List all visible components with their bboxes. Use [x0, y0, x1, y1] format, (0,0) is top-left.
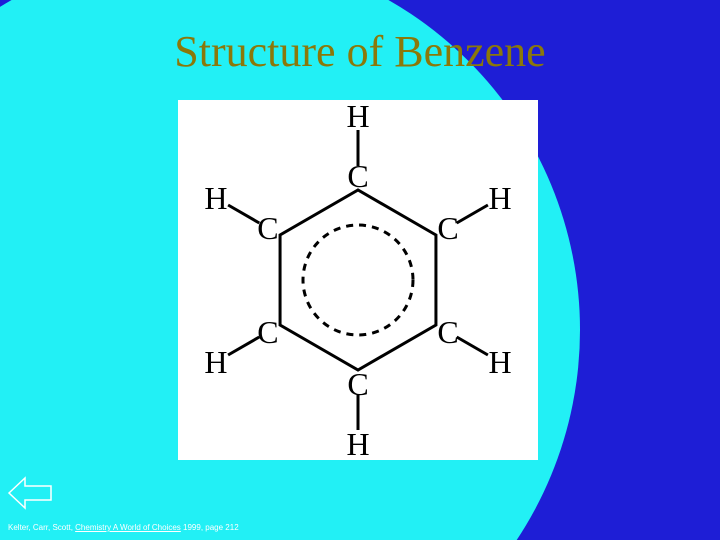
carbon-label: C	[347, 368, 368, 400]
hydrogen-label: H	[346, 100, 369, 132]
hydrogen-label: H	[204, 346, 227, 378]
aromatic-circle	[303, 225, 413, 335]
hydrogen-label: H	[488, 182, 511, 214]
citation-text: Kelter, Carr, Scott, Chemistry A World o…	[8, 523, 239, 532]
carbon-label: C	[257, 212, 278, 244]
ch-bond	[457, 205, 488, 223]
hydrogen-label: H	[204, 182, 227, 214]
slide-title: Structure of Benzene	[0, 26, 720, 77]
carbon-label: C	[257, 316, 278, 348]
ch-bond	[457, 337, 488, 355]
citation-prefix: Kelter, Carr, Scott,	[8, 523, 75, 532]
hydrogen-label: H	[346, 428, 369, 460]
citation-book: Chemistry A World of Choices	[75, 523, 181, 532]
ch-bond	[228, 205, 259, 223]
carbon-label: C	[437, 316, 458, 348]
slide: Structure of Benzene CCCCCCHHHHHH Kelter…	[0, 0, 720, 540]
carbon-label: C	[347, 160, 368, 192]
citation-suffix: 1999, page 212	[181, 523, 239, 532]
nav-back-button[interactable]	[6, 474, 54, 512]
benzene-diagram: CCCCCCHHHHHH	[178, 100, 538, 460]
hydrogen-label: H	[488, 346, 511, 378]
benzene-svg	[178, 100, 538, 460]
carbon-label: C	[437, 212, 458, 244]
ch-bond	[228, 337, 259, 355]
arrow-left-icon	[7, 476, 53, 510]
